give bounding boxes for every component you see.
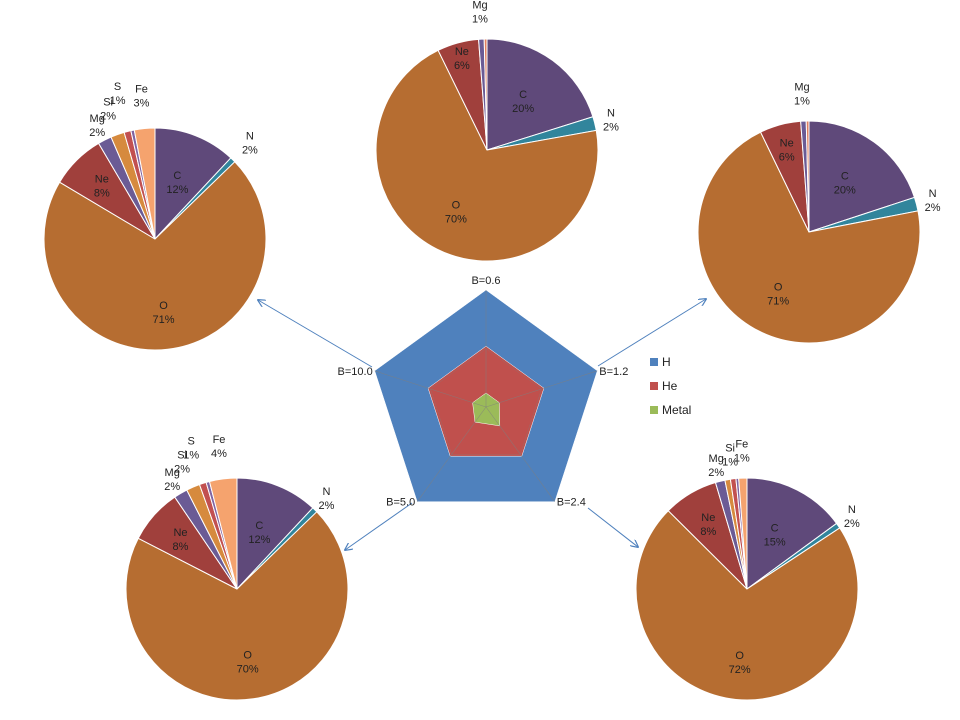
pie-label-n: N 2% [844, 504, 860, 530]
pie-slice-c [746, 477, 838, 590]
pie-label-ne: Ne 6% [779, 138, 795, 164]
pie-label-o: O 70% [237, 650, 259, 676]
pie-chart-1: C 12% N 2% O 71% Ne 8% Mg 2%Si 2%S 1% Fe 3% [43, 81, 267, 351]
arrow [258, 300, 373, 368]
pie-label-si: Si 2% [174, 450, 190, 476]
radar-spokes [374, 290, 598, 502]
pie-chart-2: C 20% N 2% O 70% Ne 6% Mg 1% [375, 0, 619, 262]
arrow [597, 299, 706, 367]
pie-slice-o [43, 161, 267, 351]
pie-label-o: O 71% [152, 300, 174, 326]
pie-slice-c [486, 38, 594, 151]
pie-slice [805, 120, 810, 233]
pie-slice-c [154, 127, 232, 241]
legend-label-metal: Metal [662, 403, 691, 417]
pie-label-n: N 2% [242, 130, 258, 156]
pie-label-mg: Mg 2% [164, 467, 180, 493]
pie-slice-o [697, 131, 921, 344]
pie-label-o: O 71% [767, 282, 789, 308]
pie-label-fe: Fe 3% [134, 83, 150, 109]
pie-label-mg: Mg 1% [472, 0, 488, 25]
pie-label-fe: Fe 1% [734, 438, 750, 464]
arrows [258, 299, 706, 550]
pie-label-s: S 1% [183, 436, 199, 462]
pie-slice-o [125, 511, 349, 701]
pie-label-n: N 2% [319, 486, 335, 512]
radar-series-metal [472, 392, 501, 427]
pie-label-n: N 2% [925, 188, 941, 214]
pie-label-mg: Mg 2% [708, 453, 724, 479]
pie-slice-o [375, 49, 599, 262]
radar-chart: B=0.6 B=1.2 B=2.4 B=5.0 B=10.0 H He Metal [338, 275, 692, 509]
legend-swatch-metal [650, 406, 658, 414]
legend-label-he: He [662, 379, 678, 393]
arrow [587, 507, 638, 547]
pie-label-mg: Mg 2% [89, 113, 105, 139]
legend-swatch-h [650, 358, 658, 366]
pie-label-o: O 70% [445, 199, 467, 225]
pie-slice-c [236, 477, 314, 591]
pie-slice [483, 38, 488, 151]
pie-label-fe: Fe 4% [211, 434, 227, 460]
pie-label-mg: Mg 1% [794, 81, 810, 107]
pie-label-si: Si 1% [722, 443, 738, 469]
radar-axis-label: B=5.0 [386, 497, 415, 509]
pie-label-ne: Ne 6% [454, 46, 470, 72]
legend-swatch-he [650, 382, 658, 390]
radar-axis-label: B=0.6 [471, 275, 500, 287]
radar-axis-label: B=2.4 [557, 497, 586, 509]
pie-label-c: C 12% [248, 520, 270, 546]
arrow [345, 502, 413, 550]
pie-chart-4: C 12% N 2% O 70% Ne 8% Mg 2%Si 2%S 1% Fe 4% [125, 434, 349, 701]
pie-label-s: S 1% [110, 81, 126, 107]
pie-label-c: C 20% [834, 171, 856, 197]
pie-label-ne: Ne 8% [94, 174, 110, 200]
pie-label-o: O 72% [729, 650, 751, 676]
pie-label-c: C 15% [764, 523, 786, 549]
pie-label-ne: Ne 8% [700, 512, 716, 538]
pie-label-c: C 12% [166, 170, 188, 196]
pie-slice-o [635, 510, 859, 701]
pie-slice-fe [738, 477, 748, 590]
radar-axis-label: B=1.2 [599, 366, 628, 378]
radar-gridline [430, 348, 542, 455]
pie-label-ne: Ne 8% [173, 527, 189, 553]
pie-label-n: N 2% [603, 108, 619, 134]
legend: H He Metal [650, 355, 691, 417]
pie-label-si: Si 2% [100, 96, 116, 122]
pie-chart-3: C 20% N 2% O 71% Ne 6% Mg 1% [697, 81, 941, 344]
pie-slice-c [808, 120, 916, 233]
legend-label-h: H [662, 355, 671, 369]
radar-axis-label: B=10.0 [338, 366, 373, 378]
pie-chart-5: C 15% N 2% O 72% Ne 8% Mg 2%Si 1%Fe 1% [635, 438, 860, 701]
pie-label-c: C 20% [512, 89, 534, 115]
pie-slice-fe [208, 477, 238, 590]
pie-charts: C 12%N 2%O 71%Ne 8%Mg 2%Si 2%S 1%Fe 3%C 20% N 2%O 70… [43, 0, 941, 701]
pie-slice-fe [133, 127, 156, 240]
